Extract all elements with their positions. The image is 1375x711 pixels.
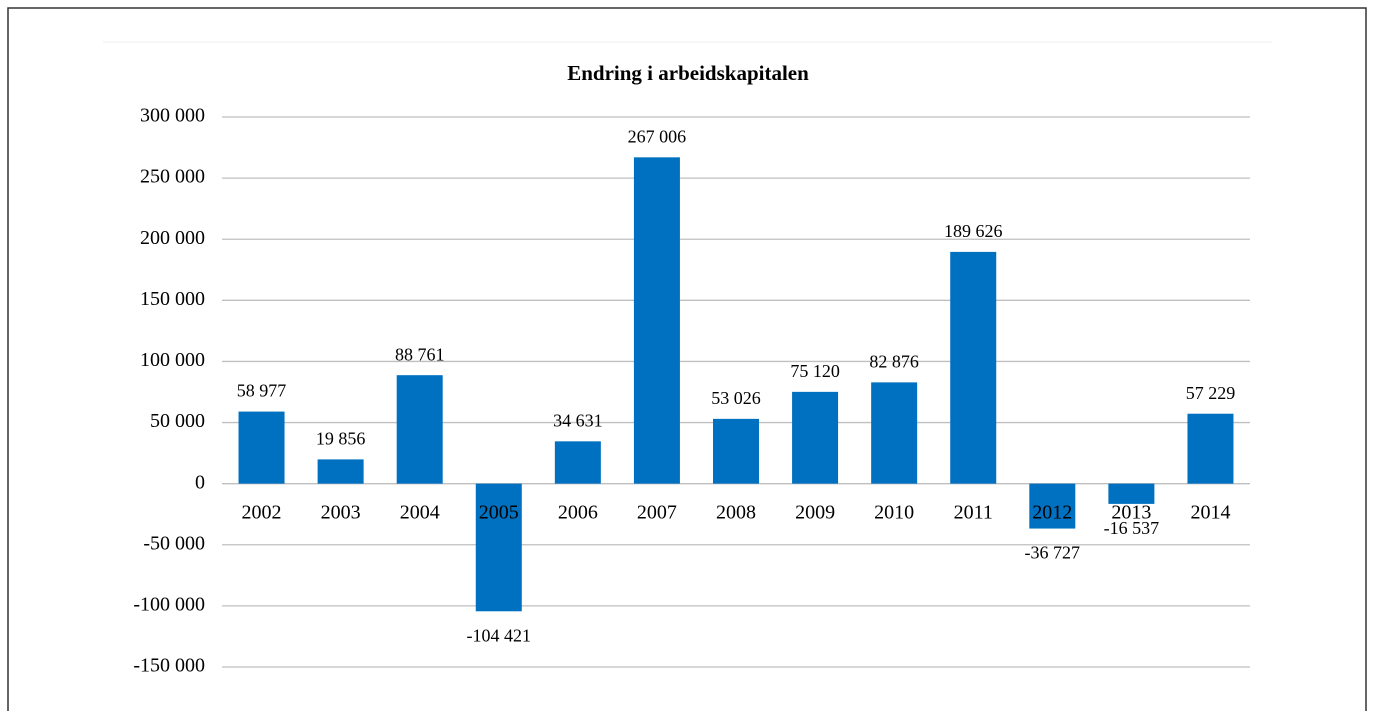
data-label: 57 229: [1186, 383, 1236, 403]
bar: [1029, 483, 1076, 529]
data-label: 53 026: [711, 388, 761, 408]
data-label: -16 537: [1104, 518, 1160, 538]
data-label: 88 761: [395, 344, 445, 364]
x-tick-label: 2008: [716, 501, 756, 523]
y-tick-label: -150 000: [133, 655, 205, 677]
x-tick-label: 2006: [558, 501, 598, 523]
data-label: 58 977: [237, 381, 287, 401]
y-tick-label: 250 000: [140, 166, 205, 188]
y-tick-label: -50 000: [143, 532, 205, 554]
y-tick-label: 50 000: [150, 410, 205, 432]
data-label: 19 856: [316, 429, 366, 449]
bar: [554, 441, 601, 484]
bar: [396, 375, 443, 484]
x-tick-label: 2005: [479, 501, 519, 523]
data-label: 189 626: [944, 221, 1003, 241]
bar: [713, 418, 759, 484]
y-tick-label: 300 000: [140, 105, 205, 127]
x-tick-label: 2014: [1190, 501, 1230, 523]
bar: [633, 157, 680, 484]
y-tick-label: -100 000: [133, 593, 205, 615]
x-tick-label: 2012: [1032, 501, 1072, 523]
bar: [1187, 413, 1234, 484]
x-tick-label: 2009: [795, 501, 835, 523]
x-tick-label: 2013: [1111, 501, 1151, 523]
data-label: -36 727: [1025, 543, 1081, 563]
bar: [950, 251, 997, 484]
bar: [238, 411, 285, 484]
bar: [871, 382, 918, 484]
x-tick-label: 2011: [954, 501, 993, 523]
bar: [475, 483, 522, 612]
y-tick-label: 100 000: [140, 349, 205, 371]
y-tick-label: 200 000: [140, 227, 205, 249]
data-label: 34 631: [553, 410, 603, 430]
bar: [792, 391, 839, 484]
y-tick-label: 0: [195, 471, 205, 493]
x-tick-label: 2004: [400, 501, 440, 523]
data-label: 267 006: [628, 126, 687, 146]
bar: [1108, 483, 1155, 504]
x-tick-label: 2002: [242, 501, 282, 523]
bar: [317, 459, 364, 484]
data-label: 75 120: [790, 361, 840, 381]
data-label: 82 876: [869, 351, 919, 371]
x-tick-label: 2007: [637, 501, 677, 523]
data-label: -104 421: [467, 625, 532, 645]
chart-title: Endring i arbeidskapitalen: [567, 61, 809, 85]
frame: [7, 7, 1367, 711]
x-tick-label: 2010: [874, 501, 914, 523]
x-tick-label: 2003: [321, 501, 361, 523]
y-tick-label: 150 000: [140, 288, 205, 310]
